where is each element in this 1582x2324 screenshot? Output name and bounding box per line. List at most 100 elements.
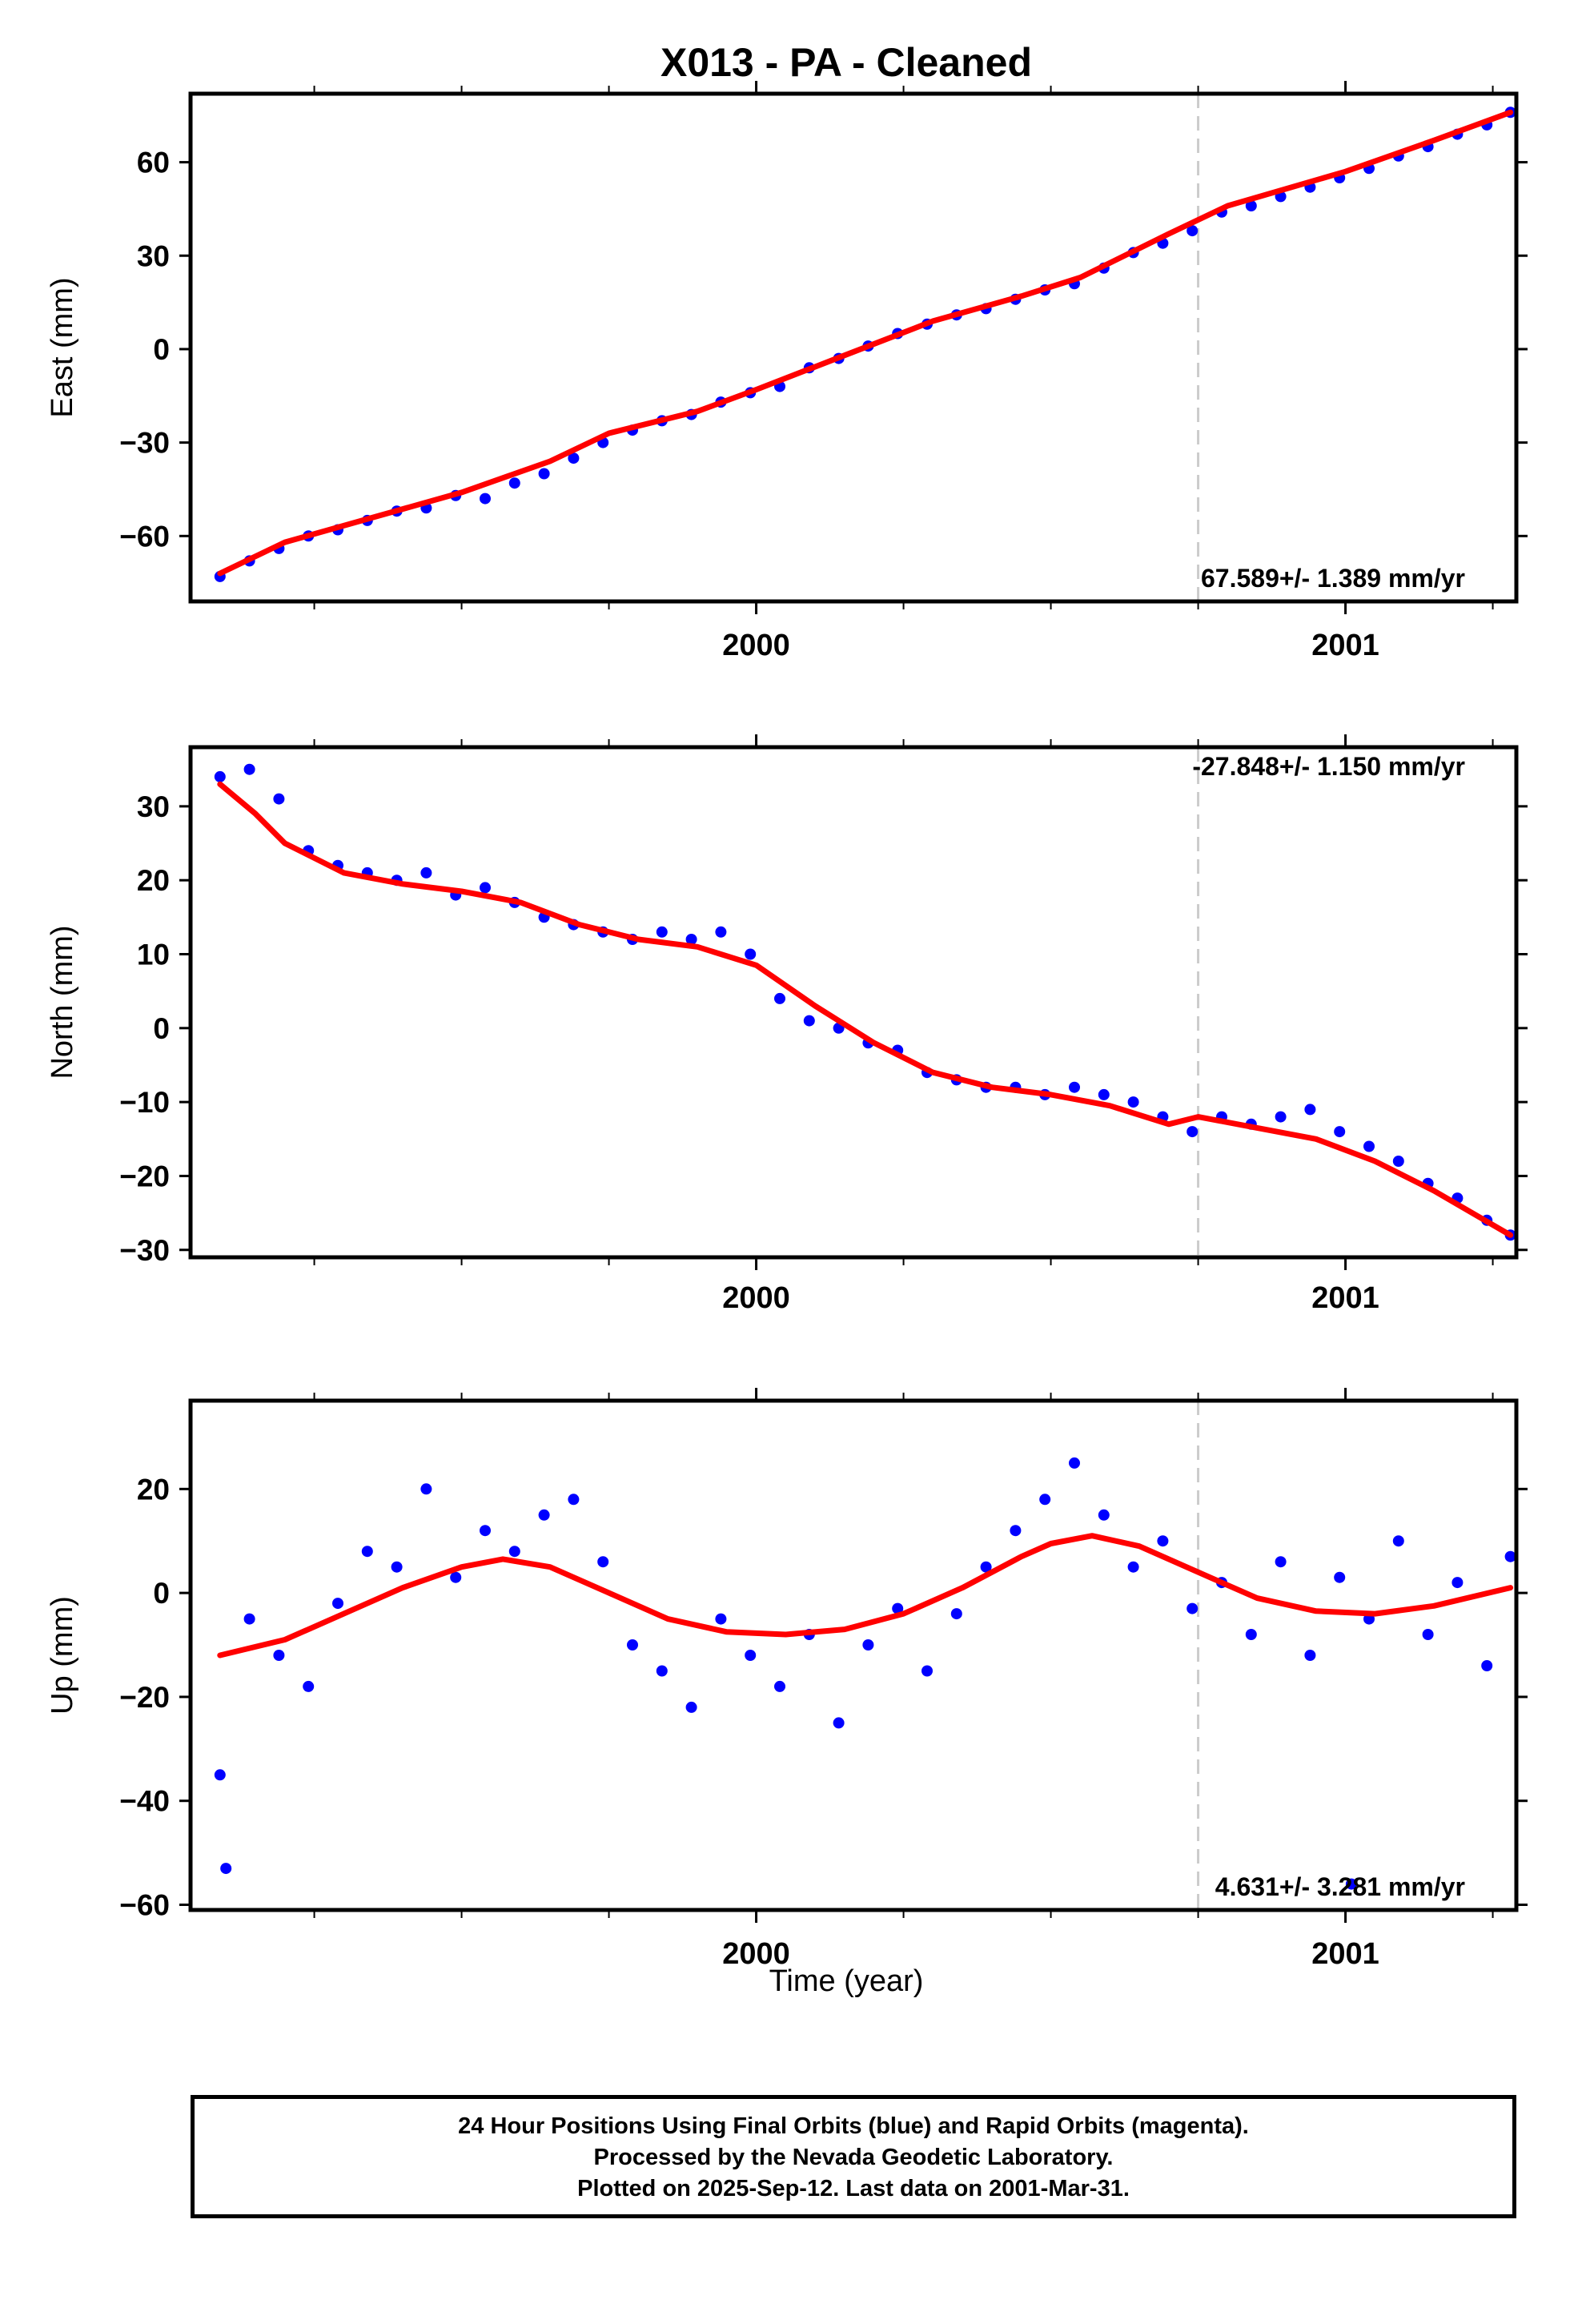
up-data-point [1334,1571,1346,1583]
up-data-point [656,1665,668,1677]
east-data-point [538,468,550,480]
north-data-point [243,763,255,775]
up-data-point [892,1602,904,1614]
panels: −60 −30 0 30 60 2000 2001 67.589+/- 1.389 mm/yr… [46,81,1528,1971]
east-data-point [480,493,491,505]
east-data-point [1245,200,1257,211]
north-data-point [1098,1088,1110,1100]
east-data-point [1186,225,1199,237]
up-data-point [303,1680,315,1692]
up-data-point [243,1613,255,1625]
east-rate-label: 67.589+/- 1.389 mm/yr [1201,564,1465,593]
up-rate-label: 4.631+/- 3.281 mm/yr [1215,1872,1465,1901]
x-axis-label: Time (year) [769,1964,924,1998]
north-data-point [685,934,697,945]
north-ytick-label: −10 [119,1086,170,1119]
north-data-point [1186,1126,1199,1138]
north-rate-label: -27.848+/- 1.150 mm/yr [1192,752,1465,781]
north-data-point [774,992,785,1004]
north-ytick-label: 20 [137,864,170,897]
up-data-point [685,1701,697,1713]
up-data-point [480,1525,491,1537]
up-ytick-label: −20 [119,1681,170,1714]
north-data-point [214,770,226,782]
panel-north: −30 −20 −10 0 10 20 30 2000 2001 -27.848+/- 1.150… [46,734,1528,1315]
north-data-point [715,926,727,938]
up-data-point [627,1639,638,1651]
north-data-point [1127,1096,1139,1108]
up-y-axis-label: Up (mm) [46,1596,79,1715]
north-ytick-label: −30 [119,1234,170,1267]
north-ytick-label: −20 [119,1160,170,1192]
east-ytick-label: −60 [119,520,170,553]
up-data-point [950,1608,962,1620]
up-data-point [1345,1878,1357,1890]
up-ytick-label: −60 [119,1889,170,1922]
footer-line-3: Plotted on 2025-Sep-12. Last data on 200… [577,2176,1130,2201]
east-ytick-label: 30 [137,239,170,272]
up-data-point [1275,1556,1287,1568]
up-data-point [1422,1629,1434,1640]
north-data-point [745,948,757,960]
north-data-point [803,1015,815,1027]
up-data-point [980,1561,992,1573]
footer-line-1: 24 Hour Positions Using Final Orbits (bl… [458,2113,1249,2139]
east-xtick-label: 2001 [1311,629,1379,662]
east-y-axis-label: East (mm) [46,277,79,417]
footer-line-2: Processed by the Nevada Geodetic Laborat… [593,2145,1114,2170]
up-data-point [1098,1509,1110,1521]
east-ytick-label: 60 [137,147,170,179]
figure-title: X013 - PA - Cleaned [661,40,1032,85]
north-xtick-label: 2001 [1311,1281,1379,1315]
up-data-point [1481,1660,1493,1671]
up-data-point [1069,1457,1080,1469]
up-data-point [420,1483,432,1495]
up-data-point [1127,1561,1139,1573]
north-y-axis-label: North (mm) [46,925,79,1079]
up-data-point [597,1556,609,1568]
up-data-point [538,1509,550,1521]
east-data-point [508,477,520,489]
up-data-point [745,1650,757,1661]
north-data-point [656,926,668,938]
up-data-point [508,1546,520,1558]
north-data-point [1304,1104,1316,1116]
north-data-point [420,866,432,879]
north-data-point [1069,1081,1080,1093]
north-model-curve [217,781,1514,1238]
east-xtick-label: 2000 [722,629,790,662]
up-xtick-label: 2000 [722,1937,790,1971]
up-data-point [361,1546,373,1558]
up-data-point [450,1571,462,1583]
up-data-point [774,1680,785,1692]
up-xtick-label: 2001 [1311,1937,1379,1971]
north-ytick-label: 10 [137,938,170,971]
north-data-point [273,793,285,805]
up-data-point [273,1650,285,1661]
up-data-point [391,1561,403,1573]
up-data-point [921,1665,933,1677]
up-data-point [220,1863,232,1875]
north-ytick-label: 0 [153,1012,170,1045]
north-data-point [1334,1126,1346,1138]
east-data-point [568,452,580,464]
north-data-point [480,882,491,894]
up-data-point [862,1639,874,1651]
east-ytick-label: 0 [153,333,170,366]
up-data-point [1504,1550,1516,1562]
north-data-point [1392,1156,1404,1167]
up-ytick-label: −40 [119,1785,170,1818]
east-plot-frame [188,91,1519,604]
east-ytick-label: −30 [119,427,170,460]
up-data-point [332,1598,343,1610]
up-data-point [715,1613,727,1625]
north-data-point [1363,1140,1375,1152]
east-model-curve [217,109,1514,577]
up-model-curve [217,1533,1514,1659]
up-data-point [568,1494,580,1506]
up-data-point [1304,1650,1316,1661]
up-ytick-label: 20 [137,1473,170,1506]
up-data-point [1452,1577,1464,1589]
north-ytick-label: 30 [137,790,170,823]
